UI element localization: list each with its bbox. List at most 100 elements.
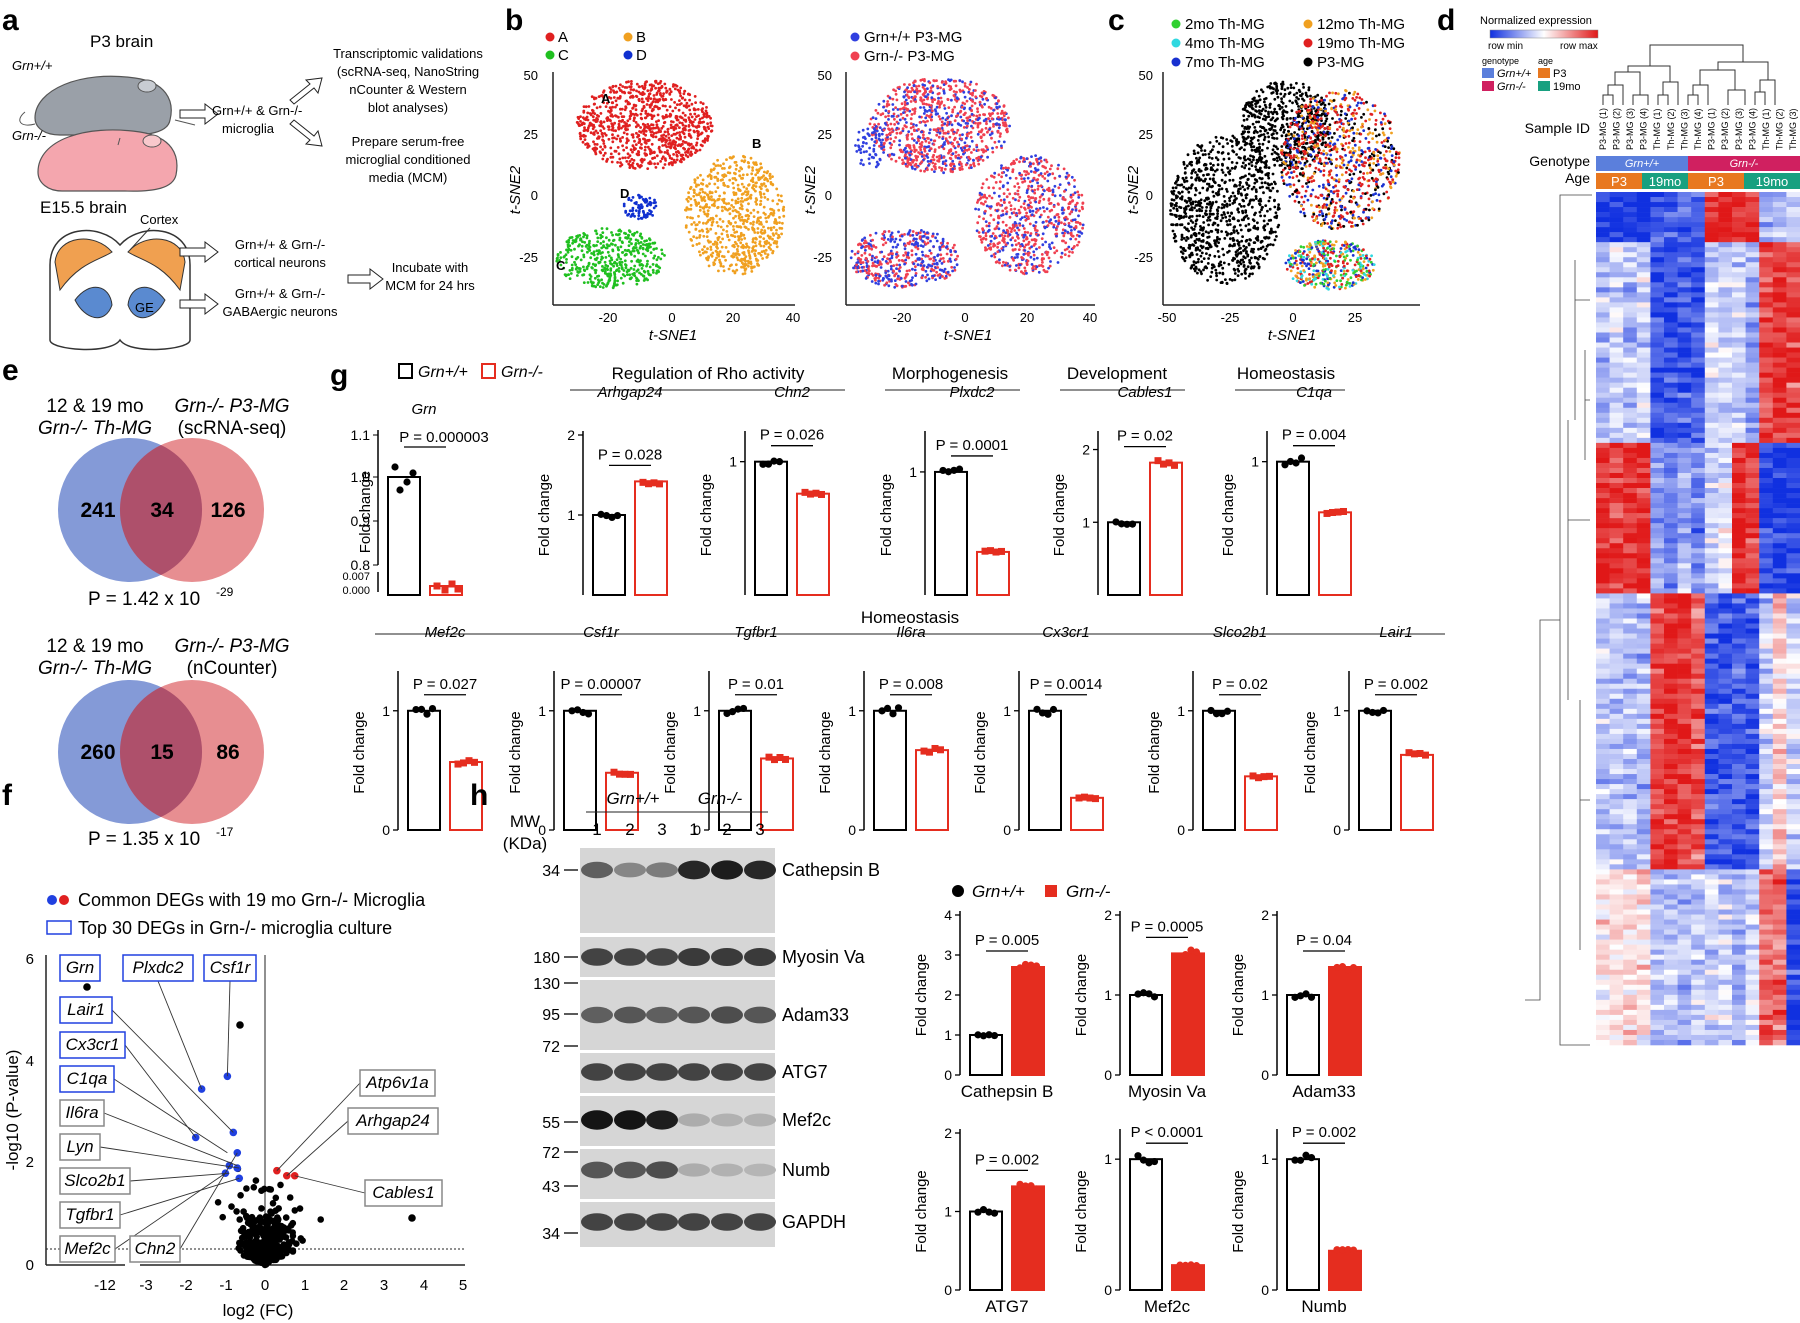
tsne-point-genotype: [900, 102, 904, 106]
tsne-point-cluster-c: [612, 261, 616, 265]
tsne-point-cluster-b: [706, 220, 709, 224]
tsne-point-genotype: [974, 89, 977, 92]
tsne-point-genotype: [903, 233, 906, 236]
tsne-point-cluster-a: [613, 121, 616, 125]
tsne-point-genotype: [1006, 130, 1009, 133]
tsne-point-genotype: [888, 141, 892, 145]
tsne-point-genotype: [938, 166, 941, 169]
tsne-point-genotype: [1030, 213, 1034, 217]
tsne-point-cluster-a: [654, 86, 657, 90]
tsne-point-genotype: [931, 84, 935, 88]
tsne-point-cluster-a: [621, 118, 624, 122]
tsne-point-genotype: [981, 159, 985, 162]
tsne-point-cluster-b: [716, 171, 720, 175]
tsne-point-genotype: [943, 167, 947, 171]
tsne-point-genotype: [963, 82, 967, 85]
tsne-point-cluster-b: [776, 193, 780, 197]
tsne-point-genotype: [1040, 253, 1044, 256]
tsne-point-genotype: [903, 247, 907, 251]
tsne-point-genotype: [1073, 191, 1077, 195]
tsne-point-genotype: [889, 267, 893, 271]
tsne-point-genotype: [915, 231, 918, 235]
tsne-point-genotype: [1069, 225, 1073, 229]
tsne-point-cluster-a: [601, 125, 605, 128]
tsne-point-genotype: [912, 83, 916, 87]
tsne-point-age: [1228, 199, 1232, 203]
tsne-point-cluster-c: [623, 274, 627, 278]
tsne-point-cluster-a: [612, 96, 616, 99]
tsne-point-age: [1246, 265, 1250, 269]
tsne-point-cluster-c: [597, 249, 601, 252]
tsne-point-genotype: [938, 154, 941, 158]
tsne-point-age: [1199, 270, 1203, 273]
tsne-point-age: [1216, 150, 1220, 154]
tsne-point-cluster-a: [634, 125, 638, 129]
tsne-point-genotype: [985, 204, 989, 208]
tsne-point-genotype: [1005, 212, 1008, 216]
tsne-point-age: [1226, 166, 1229, 170]
tsne-point-age: [1226, 142, 1229, 145]
mcm-3: media (MCM): [369, 170, 448, 185]
tsne-point-genotype: [929, 138, 933, 142]
tsne-point-cluster-a: [645, 97, 648, 100]
tsne-point-genotype: [860, 266, 864, 269]
tsne-point-genotype: [998, 180, 1002, 184]
tsne-point-age: [1271, 172, 1275, 176]
tsne-point-genotype: [1024, 173, 1028, 177]
tsne-point-genotype: [1070, 210, 1073, 214]
tsne-point-genotype: [996, 242, 1000, 246]
tsne-point-cluster-b: [764, 216, 768, 220]
tsne-point-cluster-a: [643, 148, 647, 152]
tsne-point-genotype: [894, 106, 897, 109]
tsne-point-genotype: [886, 94, 890, 98]
tsne-point-cluster-a: [678, 89, 682, 93]
tsne-point-genotype: [1032, 250, 1036, 254]
tsne-point-genotype: [1069, 237, 1073, 241]
tsne-point-cluster-b: [770, 208, 774, 211]
tsne-point-cluster-a: [646, 123, 650, 126]
tsne-point-genotype: [961, 101, 965, 105]
tsne-point-cluster-b: [711, 251, 715, 255]
tsne-point-cluster-b: [708, 182, 711, 186]
tsne-point-genotype: [891, 97, 895, 101]
tsne-point-cluster-b: [732, 252, 735, 256]
tsne-point-genotype: [904, 258, 908, 262]
tsne-point-genotype: [927, 103, 931, 107]
tsne-point-cluster-b: [765, 220, 768, 224]
tsne-point-cluster-b: [773, 221, 777, 225]
tsne-point-genotype: [1043, 226, 1047, 230]
tsne-point-cluster-b: [743, 259, 747, 262]
tsne-point-genotype: [924, 139, 928, 143]
tsne-point-genotype: [952, 132, 955, 136]
tsne-point-genotype: [979, 130, 983, 134]
tsne-point-cluster-a: [606, 101, 609, 105]
tsne-point-genotype: [906, 272, 909, 276]
tsne-point-cluster-a: [614, 84, 618, 88]
tsne-point-genotype: [861, 144, 864, 148]
tsne-point-genotype: [949, 250, 953, 254]
tsne-point-genotype: [921, 83, 925, 86]
tsne-point-cluster-b: [692, 188, 696, 192]
tsne-point-cluster-a: [665, 89, 669, 93]
tsne-point-cluster-a: [652, 114, 656, 118]
tsne-point-cluster-a: [691, 120, 695, 124]
tsne-point-cluster-c: [653, 254, 657, 258]
tsne-point-cluster-b: [715, 245, 719, 249]
tsne-point-age: [1187, 222, 1190, 226]
tsne-point-genotype: [1024, 214, 1028, 218]
tsne-point-genotype: [887, 230, 891, 233]
tsne-point-cluster-a: [694, 101, 697, 104]
tsne-point-cluster-b: [714, 164, 718, 168]
tsne-point-cluster-c: [626, 273, 629, 276]
tsne-point-genotype: [956, 140, 959, 144]
tsne-point-cluster-c: [614, 233, 618, 236]
tsne-point-genotype: [880, 250, 884, 254]
tsne-point-genotype: [982, 217, 985, 221]
tsne-point-cluster-c: [586, 247, 590, 250]
tsne-point-cluster-c: [615, 258, 619, 261]
tsne-point-cluster-b: [733, 271, 737, 275]
tsne-point-cluster-c: [571, 241, 574, 245]
tsne-point-age: [1219, 260, 1223, 264]
tsne-point-cluster-b: [733, 171, 736, 175]
tsne-point-genotype: [871, 254, 874, 258]
